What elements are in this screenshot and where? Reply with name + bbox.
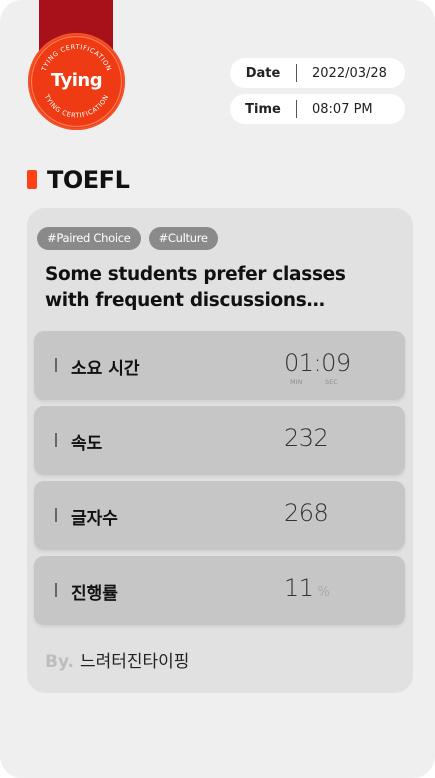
stat-characters: 글자수 268 <box>34 481 405 550</box>
section-title: TOEFL <box>47 166 130 194</box>
stat-value: 232 <box>284 424 329 452</box>
stat-value: 268 <box>284 499 329 527</box>
seconds-caption: SEC <box>325 378 338 386</box>
stat-marker <box>55 508 57 522</box>
time-label: Time <box>245 101 281 117</box>
author-name: 느려터진타이핑 <box>79 652 190 672</box>
medal-ring-icon: TYING CERTIFICATION TYING CERTIFICATION <box>30 35 123 128</box>
stat-marker <box>55 433 57 447</box>
stat-label: 소요 시간 <box>71 359 140 379</box>
stat-value: 11 <box>284 574 314 602</box>
date-value: 2022/03/28 <box>312 65 387 81</box>
date-pill: Date 2022/03/28 <box>230 58 405 88</box>
stat-speed: 속도 232 <box>34 406 405 475</box>
stat-progress: 진행률 11% <box>34 556 405 625</box>
stat-marker <box>55 583 57 597</box>
date-label: Date <box>245 65 281 81</box>
tag-chip[interactable]: #Paired Choice <box>37 227 141 250</box>
medal-arc-bottom: TYING CERTIFICATION <box>42 92 110 119</box>
minutes-caption: MIN <box>290 378 303 386</box>
title-accent-bar <box>27 170 37 189</box>
percent-unit: % <box>317 585 330 600</box>
stat-label: 진행률 <box>71 584 118 604</box>
certification-medal: TYING CERTIFICATION TYING CERTIFICATION … <box>28 33 125 130</box>
svg-text:TYING CERTIFICATION: TYING CERTIFICATION <box>42 92 110 119</box>
tag-list: #Paired Choice #Culture <box>37 227 218 250</box>
tag-chip[interactable]: #Culture <box>148 227 218 250</box>
stat-duration: 소요 시간 01:09 MIN SEC <box>34 331 405 400</box>
stat-label: 글자수 <box>71 509 118 529</box>
result-panel: #Paired Choice #Culture Some students pr… <box>27 208 413 693</box>
byline-prefix: By. <box>45 652 74 672</box>
stat-label: 속도 <box>71 434 103 454</box>
medal-arc-top: TYING CERTIFICATION <box>40 43 113 73</box>
svg-text:TYING CERTIFICATION: TYING CERTIFICATION <box>40 43 114 73</box>
stat-marker <box>55 358 57 372</box>
stat-value-group: 11% <box>284 574 330 602</box>
time-value: 08:07 PM <box>312 101 373 117</box>
divider <box>296 64 297 82</box>
passage-headline: Some students prefer classes with freque… <box>45 264 346 311</box>
stat-value: 01:09 <box>284 349 351 377</box>
byline: By. 느려터진타이핑 <box>45 647 189 672</box>
divider <box>296 100 297 118</box>
time-pill: Time 08:07 PM <box>230 94 405 124</box>
medal-logo-text: Tying <box>50 70 103 91</box>
